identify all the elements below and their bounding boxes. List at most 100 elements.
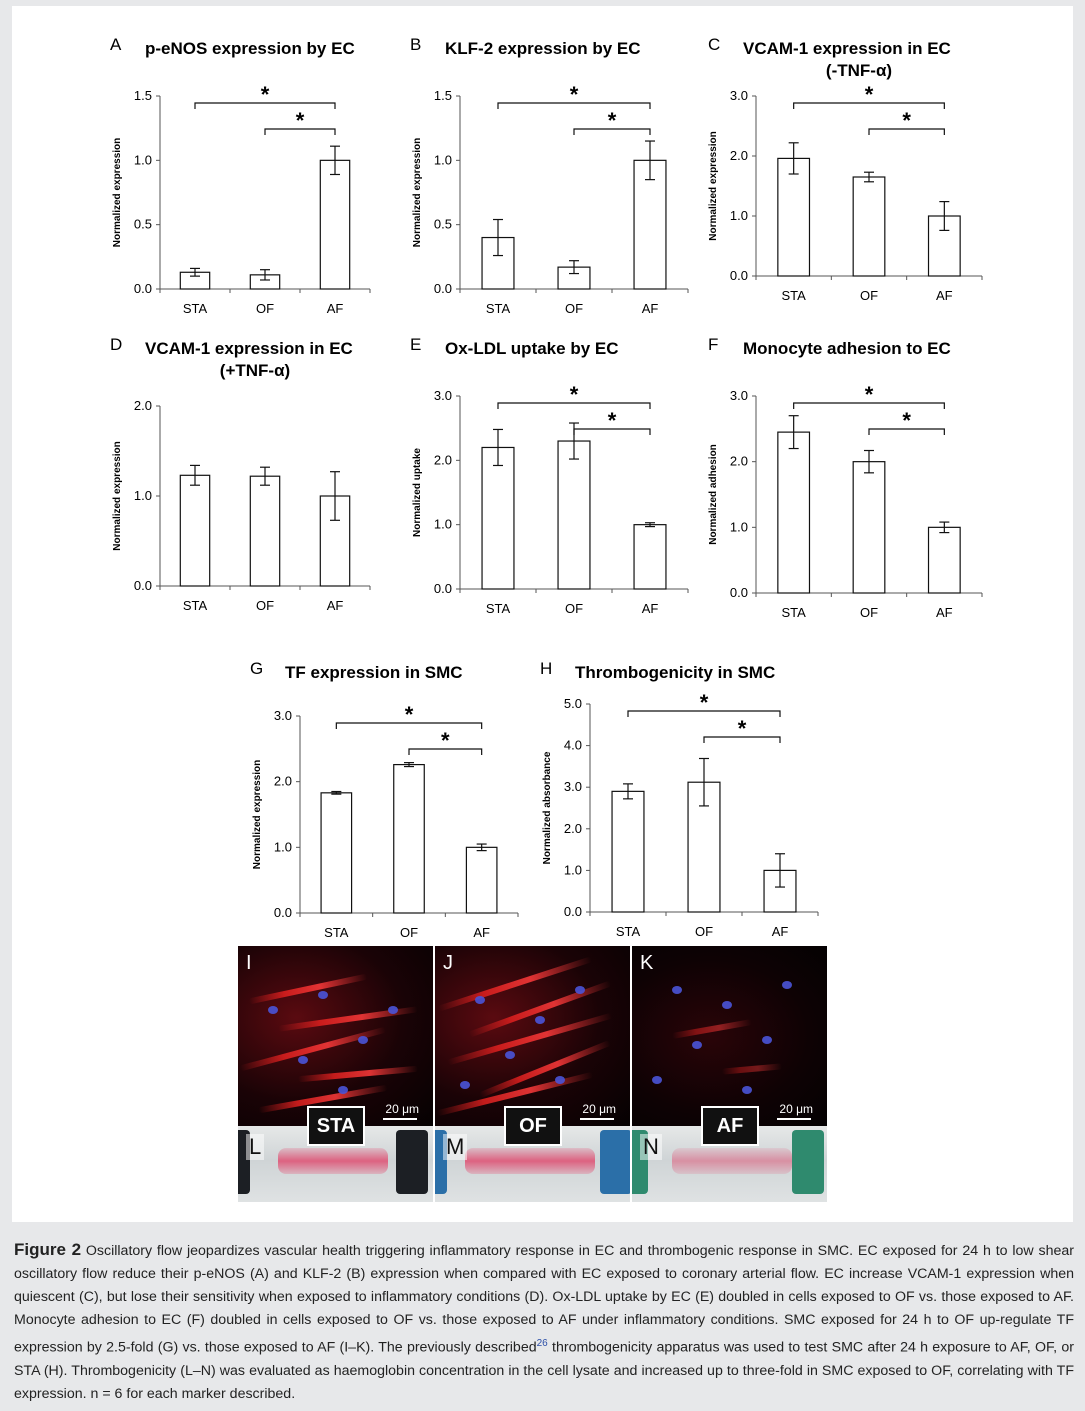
y-axis-label: Normalized absorbance (542, 751, 553, 864)
y-tick-label: 5.0 (564, 696, 582, 711)
y-axis-label: Normalized expression (708, 131, 719, 240)
y-axis-label: Normalized expression (252, 760, 263, 869)
y-tick-label: 0.0 (274, 905, 292, 920)
significance-bracket (793, 102, 945, 109)
chart-svg-g: G TF expression in SMC 0.0 1.0 2.0 3.0 Normali… (250, 659, 519, 940)
chart-letter: C (708, 35, 720, 54)
category-label: OF (400, 925, 418, 940)
chart-letter: D (110, 335, 122, 354)
chart-svg-c: C VCAM-1 expression in EC (-TNF-α) 0.0 1.0 2.… (708, 35, 983, 303)
significance-star: * (608, 108, 617, 133)
category-label: OF (695, 924, 713, 939)
significance-bracket (868, 128, 945, 135)
chart-title-line: VCAM-1 expression in EC (743, 39, 951, 58)
category-label: STA (782, 605, 807, 620)
y-axis-label: Normalized expression (112, 441, 123, 550)
bar-sta (320, 792, 353, 914)
micrograph-grid: I 20 μm J 20 μm K 20 μm L (238, 946, 828, 1202)
significance-bracket (335, 722, 483, 729)
chart-svg-e: E Ox-LDL uptake by EC 0.0 1.0 2.0 3.0 Normaliz… (410, 335, 689, 616)
panel-letter: N (640, 1134, 662, 1160)
category-label: OF (565, 301, 583, 316)
micrograph-j: J 20 μm (435, 946, 630, 1126)
bar-of (852, 461, 886, 594)
bar-af (319, 159, 351, 290)
chart-letter: E (410, 335, 421, 354)
reference-link[interactable]: 26 (536, 1338, 548, 1349)
significance-bracket (264, 128, 336, 135)
significance-bracket (703, 736, 781, 743)
significance-bracket (627, 710, 781, 717)
y-tick-label: 0.0 (730, 268, 748, 283)
chart-title-line: VCAM-1 expression in EC (145, 339, 353, 358)
chart-d: D VCAM-1 expression in EC (+TNF-α) 0.0 1.0 2.… (100, 330, 371, 630)
significance-star: * (296, 108, 305, 133)
category-label: STA (183, 301, 208, 316)
y-tick-label: 4.0 (564, 738, 582, 753)
bar-sta (611, 790, 645, 913)
chart-letter: H (540, 659, 552, 678)
category-label: OF (256, 598, 274, 613)
scale-bar (383, 1118, 417, 1120)
scale-bar-label: 20 μm (582, 1102, 616, 1116)
y-axis-label: Normalized expression (412, 138, 423, 247)
y-axis-label: Normalized adhesion (708, 444, 719, 545)
chart-title-line: p-eNOS expression by EC (145, 39, 355, 58)
category-label: OF (860, 288, 878, 303)
chart-b: B KLF-2 expression by EC 0.0 0.5 1.0 1.5 Norma… (400, 30, 690, 330)
condition-label-sta: STA (307, 1106, 365, 1146)
chart-letter: B (410, 35, 421, 54)
significance-star: * (865, 382, 874, 407)
y-tick-label: 0.0 (564, 904, 582, 919)
micrograph-i: I 20 μm (238, 946, 433, 1126)
y-tick-label: 0.0 (134, 578, 152, 593)
category-label: OF (256, 301, 274, 316)
y-tick-label: 3.0 (434, 388, 452, 403)
tube-cap (396, 1130, 428, 1194)
category-label: STA (616, 924, 641, 939)
figure-label: Figure 2 (14, 1240, 82, 1259)
bar-af (927, 526, 961, 594)
bar-sta (179, 474, 211, 587)
significance-star: * (261, 82, 270, 107)
y-tick-label: 1.0 (564, 862, 582, 877)
panel-letter: M (443, 1134, 468, 1160)
significance-star: * (902, 108, 911, 133)
category-label: STA (324, 925, 349, 940)
chart-svg-b: B KLF-2 expression by EC 0.0 0.5 1.0 1.5 Norma… (410, 35, 689, 316)
y-tick-label: 0.0 (434, 581, 452, 596)
bar-sta (481, 446, 515, 590)
y-tick-label: 1.0 (730, 519, 748, 534)
chart-title-line: (+TNF-α) (220, 361, 290, 380)
y-tick-label: 1.0 (134, 488, 152, 503)
significance-star: * (570, 82, 579, 107)
chart-svg-d: D VCAM-1 expression in EC (+TNF-α) 0.0 1.0 2.… (110, 335, 371, 613)
y-tick-label: 0.0 (434, 281, 452, 296)
bar-of (249, 475, 281, 587)
chart-letter: G (250, 659, 263, 678)
caption-text: Oscillatory flow jeopardizes vascular he… (14, 1243, 1074, 1356)
scale-bar (580, 1118, 614, 1120)
y-tick-label: 3.0 (730, 88, 748, 103)
category-label: AF (327, 301, 344, 316)
chart-title-line: Thrombogenicity in SMC (575, 663, 775, 682)
chart-svg-f: F Monocyte adhesion to EC 0.0 1.0 2.0 3.0 Norm… (708, 335, 983, 620)
chart-svg-h: H Thrombogenicity in SMC 0.0 1.0 2.0 3.0 4.0 5.… (540, 659, 819, 939)
chart-f: F Monocyte adhesion to EC 0.0 1.0 2.0 3.0 Norm… (698, 330, 988, 630)
y-tick-label: 1.0 (434, 517, 452, 532)
caption-text-cont: thrombogenicity apparatus was used to te… (14, 1339, 1074, 1402)
y-tick-label: 1.0 (434, 152, 452, 167)
bar-af (633, 524, 667, 590)
tube-cap (792, 1130, 824, 1194)
y-tick-label: 2.0 (730, 454, 748, 469)
condition-label-af: AF (701, 1106, 759, 1146)
figure-caption: Figure 2 Oscillatory flow jeopardizes va… (14, 1238, 1074, 1406)
y-tick-label: 1.5 (134, 88, 152, 103)
panel-letter: J (443, 952, 453, 974)
y-tick-label: 2.0 (564, 821, 582, 836)
category-label: AF (772, 924, 789, 939)
bar-sta (777, 431, 811, 594)
condition-label-of: OF (504, 1106, 562, 1146)
significance-star: * (570, 382, 579, 407)
y-tick-label: 2.0 (274, 774, 292, 789)
